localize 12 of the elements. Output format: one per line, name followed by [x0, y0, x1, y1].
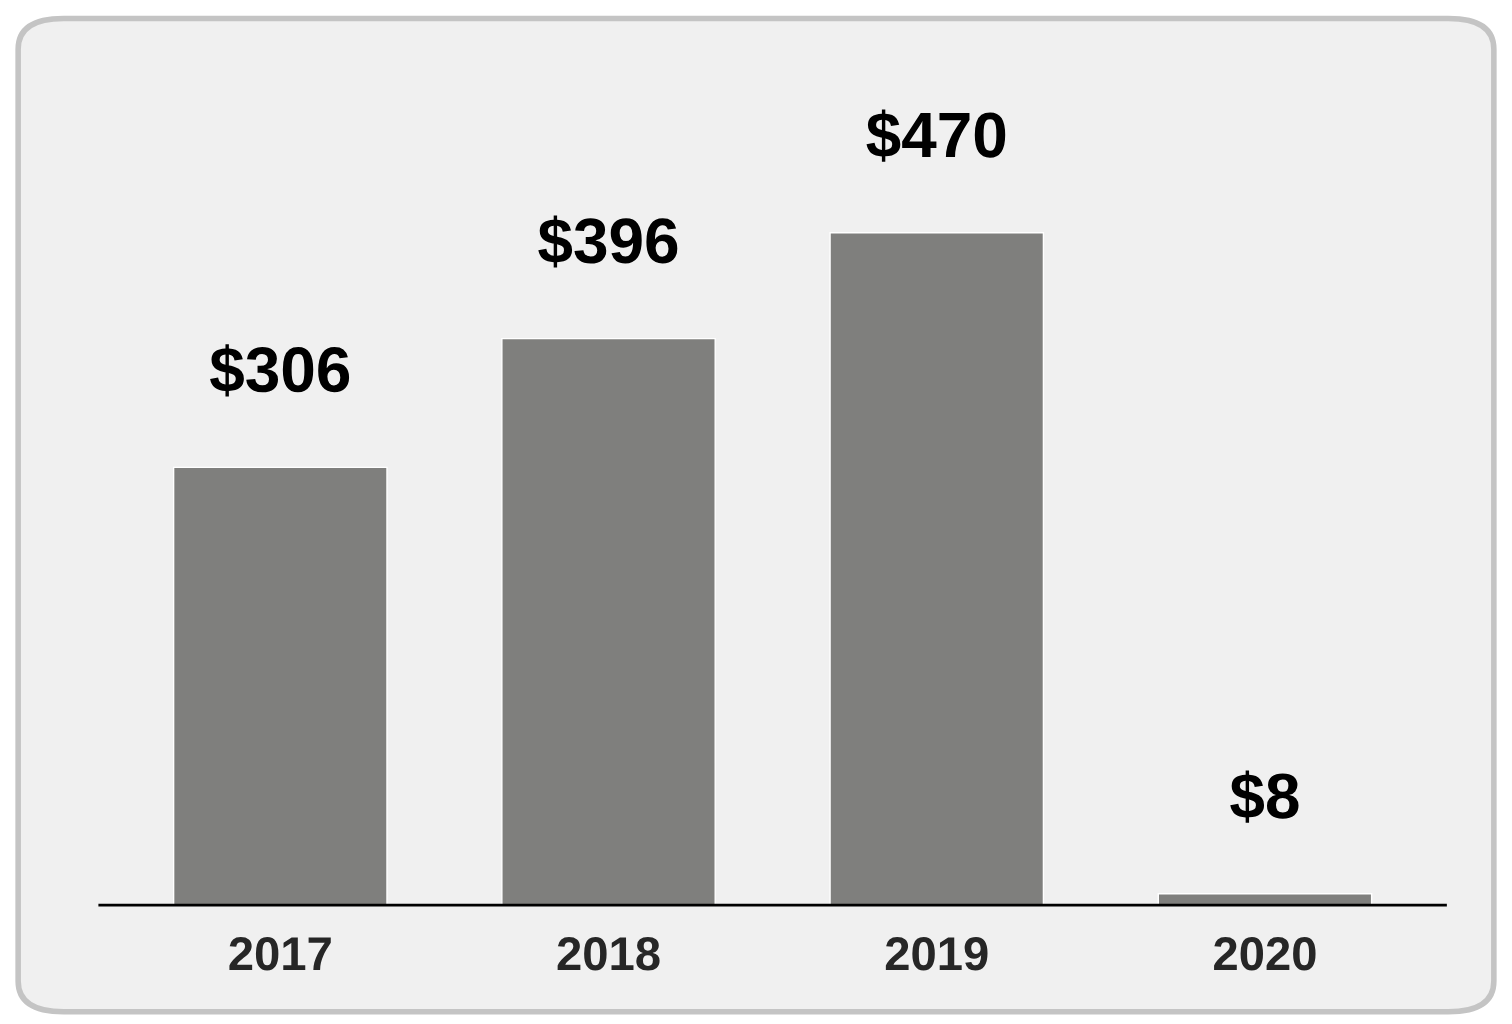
data-label: $8	[1230, 770, 1299, 823]
bar	[1157, 893, 1373, 906]
x-tick-label: 2018	[557, 937, 660, 971]
bar	[829, 232, 1045, 906]
x-tick-label: 2017	[229, 937, 331, 971]
bar	[172, 466, 388, 906]
x-tick-label: 2019	[885, 937, 988, 971]
data-label: $396	[538, 215, 678, 268]
bar	[501, 337, 716, 906]
data-label: $470	[866, 109, 1006, 162]
data-label: $306	[210, 344, 350, 397]
x-tick-label: 2020	[1214, 937, 1316, 971]
